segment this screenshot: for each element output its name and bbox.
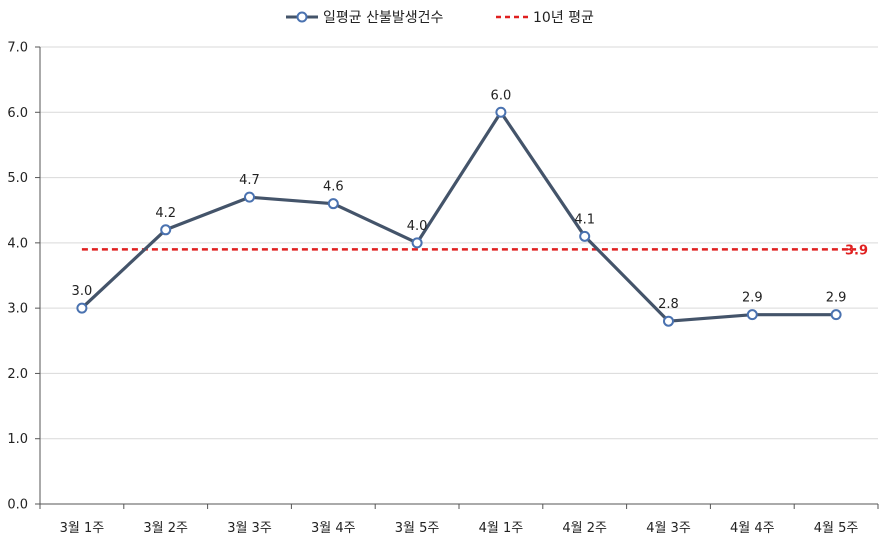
data-point: [830, 309, 842, 321]
x-tick-label: 3월 4주: [311, 521, 356, 536]
data-point: [579, 230, 591, 242]
x-tick-label: 3월 1주: [60, 521, 105, 536]
data-point: [411, 237, 423, 249]
y-tick-label: 5.0: [7, 171, 28, 186]
x-tick-label: 3월 2주: [143, 521, 188, 536]
y-tick-label: 2.0: [7, 367, 28, 382]
axes: 0.0 1.0 2.0 3.0 4.0 5.0 6.0 7.0 3월 1주 3월 2주 3월 3주 3…: [7, 41, 879, 536]
series-group: [76, 106, 842, 327]
data-label: 6.0: [491, 88, 512, 103]
data-label: 2.8: [658, 297, 679, 312]
y-tick-label: 0.0: [7, 498, 28, 513]
x-tick-label: 4월 4주: [730, 521, 775, 536]
data-point: [160, 224, 172, 236]
data-label: 2.9: [826, 291, 847, 306]
series-line: [80, 110, 837, 323]
data-labels: 3.0 4.2 4.7 4.6 4.0 6.0 4.1 2.8 2.9 2.9: [72, 88, 847, 312]
y-tick-label: 4.0: [7, 236, 28, 251]
legend-reference-label: 10년 평균: [533, 10, 594, 26]
data-point: [76, 302, 88, 314]
data-label: 4.1: [574, 212, 595, 227]
data-label: 2.9: [742, 291, 763, 306]
y-tick-label: 3.0: [7, 302, 28, 317]
data-point: [663, 315, 674, 327]
y-tick-label: 6.0: [7, 106, 28, 121]
data-label: 4.0: [407, 219, 428, 234]
legend-series-label: 일평균 산불발생건수: [323, 10, 443, 26]
x-tick-label: 3월 3주: [227, 521, 272, 536]
x-tick-label: 4월 1주: [479, 521, 524, 536]
gridlines: [40, 46, 878, 440]
legend-series-marker: [296, 11, 308, 23]
reference-line-group: 3.9: [81, 243, 868, 258]
data-label: 4.7: [239, 173, 260, 188]
reference-value-label: 3.9: [845, 243, 868, 258]
data-point: [746, 309, 758, 321]
x-tick-label: 4월 5주: [814, 521, 859, 536]
x-tick-label: 4월 2주: [562, 521, 607, 536]
data-point: [495, 106, 507, 118]
data-point: [327, 198, 339, 210]
data-point: [244, 191, 255, 203]
y-tick-label: 1.0: [7, 432, 28, 447]
data-label: 3.0: [72, 284, 93, 299]
y-tick-label: 7.0: [7, 41, 28, 56]
x-tick-label: 4월 3주: [646, 521, 691, 536]
x-tick-label: 3월 5주: [395, 521, 440, 536]
data-label: 4.2: [155, 206, 176, 221]
data-label: 4.6: [323, 180, 344, 195]
legend: 일평균 산불발생건수 10년 평균: [286, 10, 594, 26]
